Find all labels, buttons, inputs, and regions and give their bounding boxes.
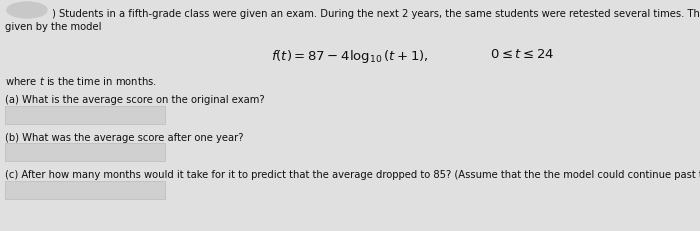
FancyBboxPatch shape <box>5 181 165 199</box>
Text: given by the model: given by the model <box>5 22 102 32</box>
Text: where $t$ is the time in months.: where $t$ is the time in months. <box>5 75 157 87</box>
Text: $f(t) = 87 - 4\log_{10}(t+1),$: $f(t) = 87 - 4\log_{10}(t+1),$ <box>271 48 429 65</box>
Text: ) Students in a fifth-grade class were given an exam. During the next 2 years, t: ) Students in a fifth-grade class were g… <box>52 9 700 19</box>
Text: $0 \leq t \leq 24$: $0 \leq t \leq 24$ <box>490 48 554 61</box>
Text: (a) What is the average score on the original exam?: (a) What is the average score on the ori… <box>5 94 265 105</box>
FancyBboxPatch shape <box>5 106 165 125</box>
FancyBboxPatch shape <box>5 143 165 161</box>
Ellipse shape <box>7 3 47 19</box>
Text: (c) After how many months would it take for it to predict that the average dropp: (c) After how many months would it take … <box>5 169 700 179</box>
Text: (b) What was the average score after one year?: (b) What was the average score after one… <box>5 132 244 142</box>
